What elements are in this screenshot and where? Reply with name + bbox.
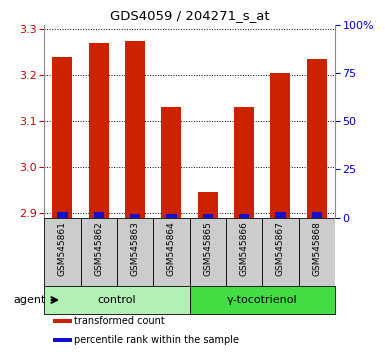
Bar bbox=[53, 319, 72, 323]
Text: γ-tocotrienol: γ-tocotrienol bbox=[227, 295, 298, 305]
Text: GSM545865: GSM545865 bbox=[203, 221, 212, 276]
Text: transformed count: transformed count bbox=[74, 316, 165, 326]
Bar bbox=[125, 41, 145, 218]
Text: percentile rank within the sample: percentile rank within the sample bbox=[74, 335, 239, 345]
Bar bbox=[80, 218, 117, 286]
Bar bbox=[299, 218, 335, 286]
Text: GSM545861: GSM545861 bbox=[58, 221, 67, 276]
Text: GSM545863: GSM545863 bbox=[131, 221, 140, 276]
Bar bbox=[203, 214, 213, 218]
Bar bbox=[226, 218, 262, 286]
Bar bbox=[44, 286, 190, 314]
Bar bbox=[117, 218, 153, 286]
Bar bbox=[130, 214, 140, 218]
Bar bbox=[52, 57, 72, 218]
Text: GSM545867: GSM545867 bbox=[276, 221, 285, 276]
Bar bbox=[262, 218, 299, 286]
Bar bbox=[44, 218, 80, 286]
Text: GSM545864: GSM545864 bbox=[167, 221, 176, 276]
Bar bbox=[53, 338, 72, 342]
Bar bbox=[94, 212, 104, 218]
Bar bbox=[239, 214, 249, 218]
Title: GDS4059 / 204271_s_at: GDS4059 / 204271_s_at bbox=[110, 9, 270, 22]
Bar bbox=[89, 43, 109, 218]
Bar bbox=[166, 214, 177, 218]
Bar bbox=[307, 59, 327, 218]
Text: agent: agent bbox=[14, 295, 46, 305]
Bar bbox=[198, 192, 218, 218]
Text: GSM545862: GSM545862 bbox=[94, 221, 103, 276]
Text: GSM545868: GSM545868 bbox=[312, 221, 321, 276]
Bar bbox=[190, 286, 335, 314]
Text: control: control bbox=[98, 295, 136, 305]
Bar bbox=[161, 107, 181, 218]
Bar bbox=[312, 212, 322, 218]
Bar bbox=[153, 218, 189, 286]
Bar bbox=[234, 107, 254, 218]
Bar bbox=[275, 212, 286, 218]
Text: GSM545866: GSM545866 bbox=[239, 221, 249, 276]
Bar bbox=[190, 218, 226, 286]
Bar bbox=[57, 212, 67, 218]
Bar bbox=[270, 73, 290, 218]
